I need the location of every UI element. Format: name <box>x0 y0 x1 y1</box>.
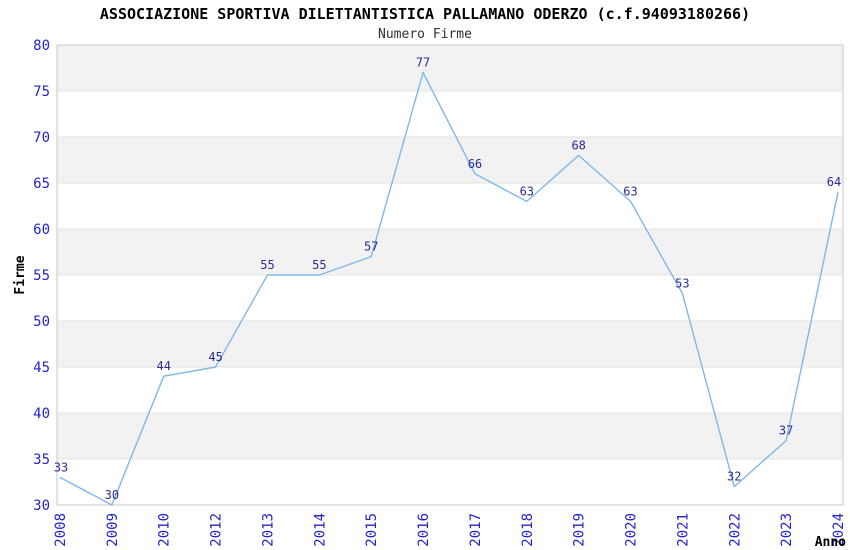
data-point-label: 55 <box>312 258 326 272</box>
x-tick-label: 2012 <box>209 513 225 547</box>
data-point-label: 53 <box>675 276 689 290</box>
data-point-label: 45 <box>208 350 222 364</box>
data-point-label: 37 <box>779 424 793 438</box>
y-axis-title: Firme <box>13 255 28 294</box>
x-axis-title: Anno <box>815 535 846 550</box>
data-point-label: 64 <box>827 175 841 189</box>
data-point-label: 30 <box>105 488 119 502</box>
plot-band <box>57 321 843 367</box>
y-tick-label: 45 <box>33 360 50 376</box>
y-tick-label: 50 <box>33 314 50 330</box>
x-tick-label: 2017 <box>468 513 484 547</box>
y-tick-label: 35 <box>33 452 50 468</box>
x-tick-label: 2014 <box>312 513 328 547</box>
x-tick-label: 2018 <box>520 513 536 547</box>
x-tick-label: 2009 <box>105 513 121 547</box>
series-line <box>59 71 839 506</box>
data-point-label: 32 <box>727 470 741 484</box>
plot-band <box>57 137 843 183</box>
y-tick-label: 80 <box>33 38 50 54</box>
chart-subtitle: Numero Firme <box>378 27 472 42</box>
x-tick-label: 2024 <box>831 513 847 547</box>
plot-band <box>57 45 843 91</box>
plot-band <box>57 413 843 459</box>
data-point-label: 77 <box>416 56 430 70</box>
data-point-label: 55 <box>260 258 274 272</box>
x-tick-label: 2013 <box>260 513 276 547</box>
data-point-label: 33 <box>54 460 68 474</box>
x-tick-label: 2015 <box>364 513 380 547</box>
plot-band <box>57 229 843 275</box>
data-point-label: 44 <box>157 359 171 373</box>
y-tick-label: 65 <box>33 176 50 192</box>
data-point-label: 63 <box>623 184 637 198</box>
data-point-label: 68 <box>571 138 585 152</box>
data-point-label: 66 <box>468 157 482 171</box>
chart-title: ASSOCIAZIONE SPORTIVA DILETTANTISTICA PA… <box>99 5 751 23</box>
x-tick-label: 2019 <box>572 513 588 547</box>
y-tick-label: 55 <box>33 268 50 284</box>
plot-border <box>56 44 844 506</box>
x-tick-label: 2021 <box>675 513 691 547</box>
x-tick-label: 2010 <box>157 513 173 547</box>
x-tick-label: 2022 <box>727 513 743 547</box>
x-tick-label: 2020 <box>624 513 640 547</box>
y-tick-label: 30 <box>33 498 50 514</box>
x-tick-label: 2008 <box>53 513 69 547</box>
x-tick-label: 2023 <box>779 513 795 547</box>
y-tick-label: 70 <box>33 130 50 146</box>
data-point-label: 57 <box>364 240 378 254</box>
y-tick-label: 60 <box>33 222 50 238</box>
y-tick-label: 40 <box>33 406 50 422</box>
data-point-label: 63 <box>520 184 534 198</box>
y-tick-label: 75 <box>33 84 50 100</box>
x-tick-label: 2016 <box>416 513 432 547</box>
